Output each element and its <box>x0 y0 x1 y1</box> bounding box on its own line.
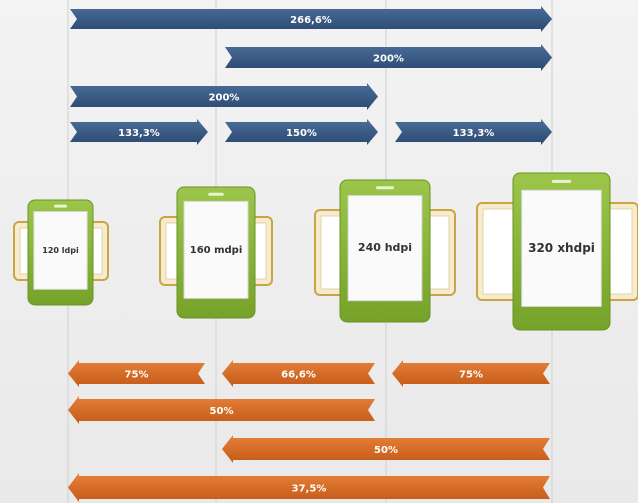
phone-speaker <box>54 205 67 208</box>
arrow-label: 37,5% <box>292 484 327 495</box>
arrow-label: 75% <box>125 370 149 381</box>
arrow-label: 266,6% <box>290 15 332 26</box>
phone-speaker <box>376 186 394 189</box>
arrow-label: 50% <box>374 445 398 456</box>
device-label: 120 ldpi <box>42 246 79 255</box>
arrow-label: 133,3% <box>453 128 495 139</box>
arrow-label: 66,6% <box>281 370 316 381</box>
device-label: 320 xhdpi <box>528 241 595 255</box>
device-label: 160 mdpi <box>190 245 243 256</box>
arrow-label: 200% <box>373 54 404 65</box>
arrow-label: 75% <box>459 370 483 381</box>
arrow-label: 50% <box>210 406 234 417</box>
arrow-label: 200% <box>209 93 240 104</box>
phone-speaker <box>552 180 571 183</box>
arrow-label: 133,3% <box>118 128 160 139</box>
arrow-label: 150% <box>286 128 317 139</box>
phone-speaker <box>208 193 224 196</box>
diagram: 266,6% 200% 200% 133,3% 150% 133,3% 75% 66,6% 75… <box>0 0 638 503</box>
device-label: 240 hdpi <box>358 241 412 254</box>
